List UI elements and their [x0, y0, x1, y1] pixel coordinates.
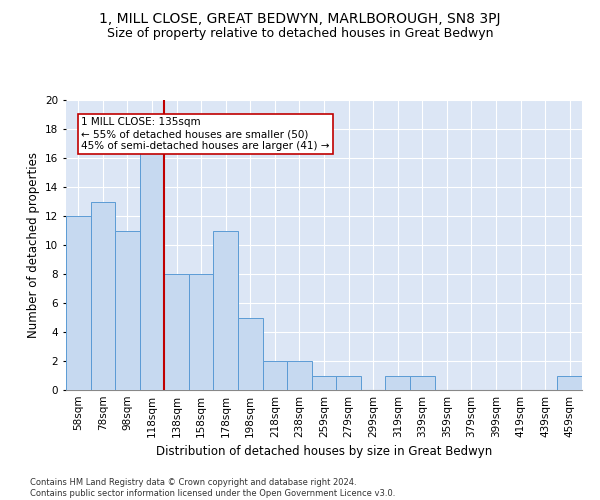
- Bar: [115, 230, 140, 390]
- Bar: [189, 274, 214, 390]
- Bar: [263, 361, 287, 390]
- Bar: [238, 318, 263, 390]
- Bar: [140, 144, 164, 390]
- X-axis label: Distribution of detached houses by size in Great Bedwyn: Distribution of detached houses by size …: [156, 446, 492, 458]
- Y-axis label: Number of detached properties: Number of detached properties: [26, 152, 40, 338]
- Text: 1 MILL CLOSE: 135sqm
← 55% of detached houses are smaller (50)
45% of semi-detac: 1 MILL CLOSE: 135sqm ← 55% of detached h…: [81, 118, 330, 150]
- Bar: [312, 376, 336, 390]
- Bar: [164, 274, 189, 390]
- Bar: [557, 376, 582, 390]
- Bar: [410, 376, 434, 390]
- Text: Contains HM Land Registry data © Crown copyright and database right 2024.
Contai: Contains HM Land Registry data © Crown c…: [30, 478, 395, 498]
- Bar: [385, 376, 410, 390]
- Text: 1, MILL CLOSE, GREAT BEDWYN, MARLBOROUGH, SN8 3PJ: 1, MILL CLOSE, GREAT BEDWYN, MARLBOROUGH…: [99, 12, 501, 26]
- Bar: [287, 361, 312, 390]
- Bar: [336, 376, 361, 390]
- Bar: [66, 216, 91, 390]
- Bar: [91, 202, 115, 390]
- Text: Size of property relative to detached houses in Great Bedwyn: Size of property relative to detached ho…: [107, 28, 493, 40]
- Bar: [214, 230, 238, 390]
